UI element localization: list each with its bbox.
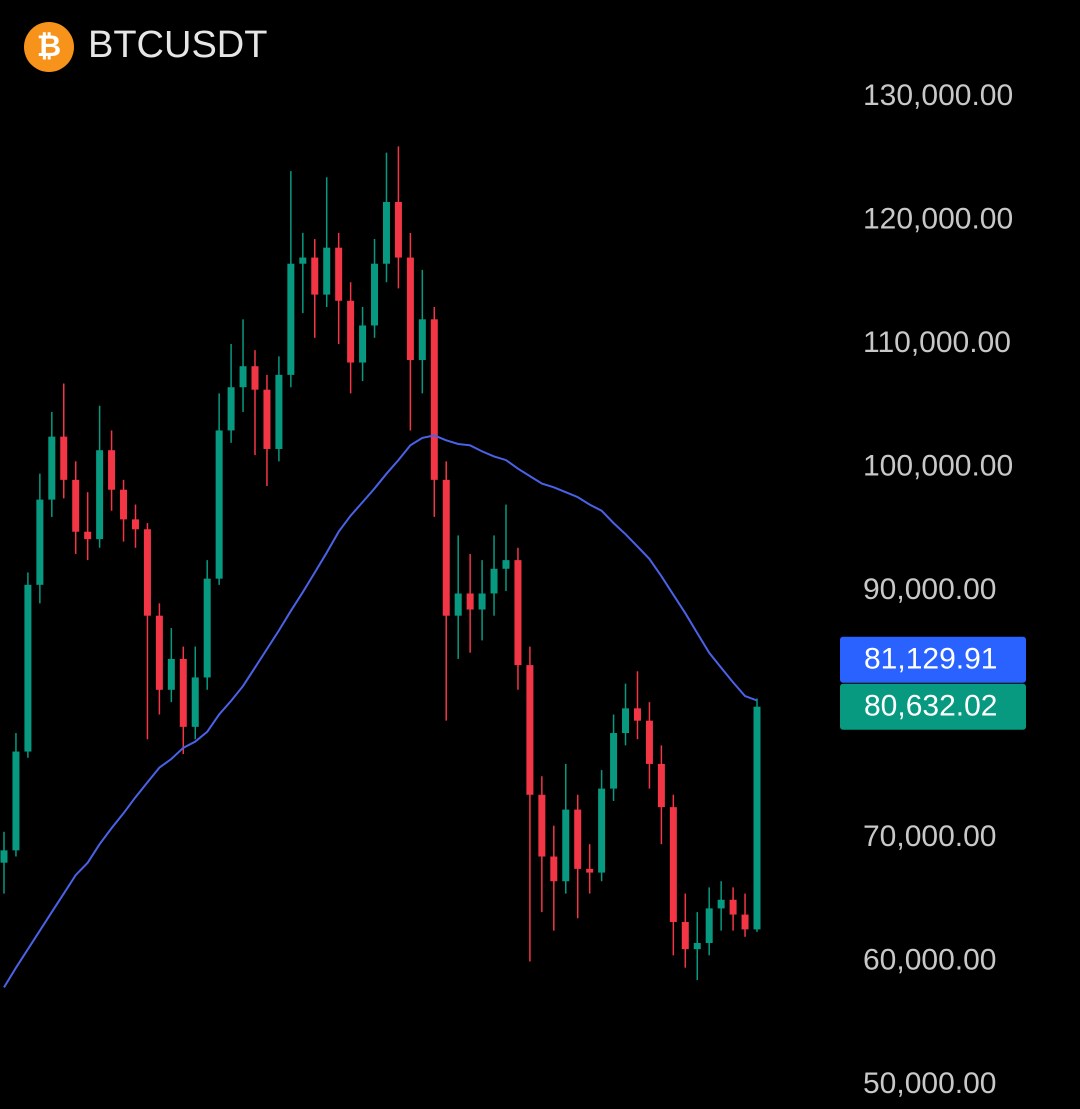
candle-body	[394, 201, 402, 258]
last-price-box	[840, 683, 1026, 730]
candle-body	[371, 263, 379, 326]
candle-body	[72, 479, 80, 532]
candle-body	[96, 450, 104, 540]
candle-body	[406, 257, 414, 361]
y-tick-label: 50,000.00	[863, 1067, 996, 1100]
candle-body	[251, 366, 259, 390]
candle-body	[84, 531, 92, 540]
candle-body	[514, 560, 522, 666]
candle-body	[550, 856, 558, 882]
candle-body	[275, 374, 283, 449]
ma-price-box	[840, 636, 1026, 683]
candle-body	[633, 708, 641, 721]
candle-body	[490, 568, 498, 594]
y-tick-label: 70,000.00	[863, 820, 996, 853]
y-tick-label: 60,000.00	[863, 943, 996, 976]
candle-body	[430, 319, 438, 480]
y-tick-label: 100,000.00	[863, 449, 1013, 482]
y-tick-label: 110,000.00	[863, 326, 1011, 359]
y-tick-label: 90,000.00	[863, 573, 996, 606]
candle-body	[526, 665, 534, 795]
candle-body	[143, 529, 151, 616]
candle-body	[454, 593, 462, 616]
candle-body	[203, 578, 211, 678]
candle-body	[382, 201, 390, 264]
candle-body	[347, 300, 355, 363]
candle-body	[574, 809, 582, 869]
candle-body	[60, 436, 68, 480]
candle-body	[466, 593, 474, 610]
candle-body	[693, 942, 701, 950]
candle-body	[167, 658, 175, 690]
candle-body	[155, 615, 163, 690]
candle-body	[299, 257, 307, 264]
last-price-label: 80,632.02	[864, 690, 997, 723]
candle-body	[753, 706, 761, 930]
y-tick-label: 120,000.00	[863, 202, 1013, 235]
candle-body	[502, 560, 510, 569]
candle-body	[681, 921, 689, 950]
candle-body	[311, 257, 319, 295]
candle-body	[191, 677, 199, 727]
candle-body	[335, 247, 343, 301]
candle-body	[478, 593, 486, 610]
candle-body	[717, 899, 725, 909]
candle-body	[287, 263, 295, 375]
candle-body	[263, 389, 271, 449]
moving-average-line	[3, 434, 758, 988]
candle-body	[669, 807, 677, 922]
candle-body	[418, 319, 426, 361]
candle-body	[48, 436, 56, 500]
candle-body	[36, 499, 44, 585]
candle-body	[645, 720, 653, 764]
candle-body	[179, 658, 187, 727]
candle-body	[610, 733, 618, 789]
candle-body	[729, 899, 737, 915]
candle-body	[131, 519, 139, 530]
candle-body	[0, 850, 8, 863]
candle-body	[562, 809, 570, 882]
candle-body	[12, 751, 20, 851]
candle-body	[622, 708, 630, 734]
candle-body	[227, 387, 235, 431]
candle-body	[120, 489, 128, 520]
candle-body	[705, 908, 713, 943]
ma-price-label: 81,129.91	[864, 643, 997, 676]
y-tick-label: 130,000.00	[863, 79, 1013, 112]
candle-body	[108, 450, 116, 490]
candle-body	[586, 868, 594, 873]
candle-body	[598, 788, 606, 873]
candle-body	[359, 325, 367, 363]
chart-title: BTCUSDT	[88, 24, 267, 66]
candle-body	[239, 366, 247, 388]
candle-body	[442, 479, 450, 616]
candle-body	[741, 914, 749, 930]
candle-body	[215, 430, 223, 579]
candle-body	[323, 247, 331, 295]
candle-body	[538, 794, 546, 857]
coin-icon	[24, 22, 74, 72]
candle-body	[657, 763, 665, 808]
coin-symbol: ₿	[37, 30, 61, 63]
candle-body	[24, 584, 32, 752]
